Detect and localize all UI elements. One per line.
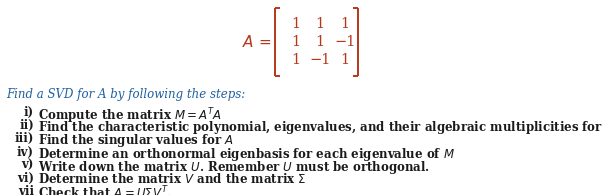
Text: v): v)	[22, 159, 34, 172]
Text: iv): iv)	[17, 146, 34, 159]
Text: 1: 1	[341, 17, 350, 31]
Text: vi): vi)	[17, 172, 34, 185]
Text: Check that $A = U\Sigma V^T$.: Check that $A = U\Sigma V^T$.	[38, 185, 172, 195]
Text: Compute the matrix $M = A^TA$: Compute the matrix $M = A^TA$	[38, 106, 222, 126]
Text: i): i)	[24, 106, 34, 119]
Text: Determine an orthonormal eigenbasis for each eigenvalue of $M$: Determine an orthonormal eigenbasis for …	[38, 146, 455, 163]
Text: 1: 1	[315, 17, 324, 31]
Text: 1: 1	[341, 53, 350, 67]
Text: iii): iii)	[15, 132, 34, 145]
Text: Write down the matrix $U$. Remember $U$ must be orthogonal.: Write down the matrix $U$. Remember $U$ …	[38, 159, 430, 176]
Text: Find the characteristic polynomial, eigenvalues, and their algebraic multiplicit: Find the characteristic polynomial, eige…	[38, 119, 605, 136]
Text: 1: 1	[292, 17, 301, 31]
Text: 1: 1	[292, 53, 301, 67]
Text: −1: −1	[309, 53, 331, 67]
Text: vii: vii	[18, 185, 34, 195]
Text: $A\,=$: $A\,=$	[242, 34, 272, 50]
Text: 1: 1	[292, 35, 301, 49]
Text: −1: −1	[335, 35, 356, 49]
Text: 1: 1	[315, 35, 324, 49]
Text: Find a SVD for A by following the steps:: Find a SVD for A by following the steps:	[6, 88, 245, 101]
Text: Determine the matrix $V$ and the matrix $\Sigma$: Determine the matrix $V$ and the matrix …	[38, 172, 307, 186]
Text: ii): ii)	[19, 119, 34, 132]
Text: Find the singular values for $A$: Find the singular values for $A$	[38, 132, 234, 149]
